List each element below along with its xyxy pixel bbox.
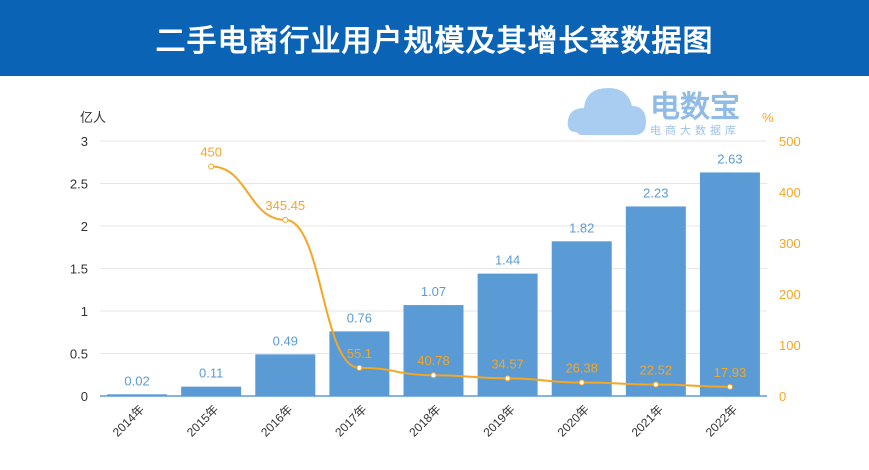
growth-rate-label: 345.45 <box>265 198 305 213</box>
growth-rate-point <box>652 381 659 388</box>
left-tick-label: 2.5 <box>70 177 88 192</box>
watermark-logo: 电数宝 电商大数据库 <box>566 80 746 142</box>
bar <box>403 305 464 396</box>
bar-value-label: 0.49 <box>273 333 298 348</box>
category-label: 2021年 <box>629 402 666 439</box>
cloud-logo-icon <box>567 88 646 135</box>
bar <box>625 206 686 396</box>
growth-rate-point <box>282 216 289 223</box>
category-label: 2019年 <box>480 402 517 439</box>
left-tick-label: 2 <box>81 219 88 234</box>
growth-rate-label: 22.52 <box>640 363 673 378</box>
growth-rate-point <box>356 364 363 371</box>
bar-value-label: 2.63 <box>717 151 742 166</box>
category-label: 2017年 <box>332 402 369 439</box>
left-tick-label: 3 <box>81 134 88 149</box>
left-tick-label: 1 <box>81 304 88 319</box>
bar <box>107 394 168 396</box>
growth-rate-point <box>726 383 733 390</box>
right-tick-label: 300 <box>779 236 801 251</box>
growth-rate-label: 450 <box>200 145 222 160</box>
right-axis-label: % <box>762 110 774 125</box>
bar-value-label: 0.02 <box>124 373 149 388</box>
logo-name: 电数宝 <box>650 90 740 125</box>
logo-tagline: 电商大数据库 <box>650 124 740 137</box>
bar <box>181 386 242 396</box>
bar-value-label: 0.76 <box>347 310 372 325</box>
right-tick-label: 100 <box>779 338 801 353</box>
left-tick-label: 0 <box>81 389 88 404</box>
left-tick-label: 1.5 <box>70 262 88 277</box>
right-tick-label: 400 <box>779 185 801 200</box>
bar <box>255 354 316 396</box>
left-tick-label: 0.5 <box>70 347 88 362</box>
category-label: 2022年 <box>703 402 740 439</box>
right-tick-label: 0 <box>779 389 786 404</box>
category-label: 2018年 <box>406 402 443 439</box>
right-tick-label: 500 <box>779 134 801 149</box>
growth-rate-label: 26.38 <box>565 361 598 376</box>
bar-value-label: 1.44 <box>495 253 520 268</box>
bar-value-label: 1.82 <box>569 220 594 235</box>
chart-title: 二手电商行业用户规模及其增长率数据图 <box>0 0 869 76</box>
bar <box>699 172 760 396</box>
growth-rate-point <box>208 163 215 170</box>
growth-rate-point <box>430 372 437 379</box>
category-label: 2020年 <box>555 402 592 439</box>
category-label: 2015年 <box>184 402 221 439</box>
bar-value-label: 2.23 <box>643 185 668 200</box>
bar <box>329 331 390 396</box>
growth-rate-label: 40.78 <box>417 353 450 368</box>
bar <box>551 241 612 396</box>
bar-value-label: 0.11 <box>199 366 223 381</box>
category-label: 2014年 <box>110 402 147 439</box>
category-label: 2016年 <box>258 402 295 439</box>
growth-rate-point <box>578 379 585 386</box>
left-axis-label: 亿人 <box>80 110 106 125</box>
growth-rate-point <box>504 375 511 382</box>
growth-rate-label: 17.93 <box>714 365 747 380</box>
growth-rate-label: 34.57 <box>491 356 524 371</box>
bar-value-label: 1.07 <box>421 284 446 299</box>
right-tick-label: 200 <box>779 287 801 302</box>
growth-rate-label: 55.1 <box>347 346 372 361</box>
